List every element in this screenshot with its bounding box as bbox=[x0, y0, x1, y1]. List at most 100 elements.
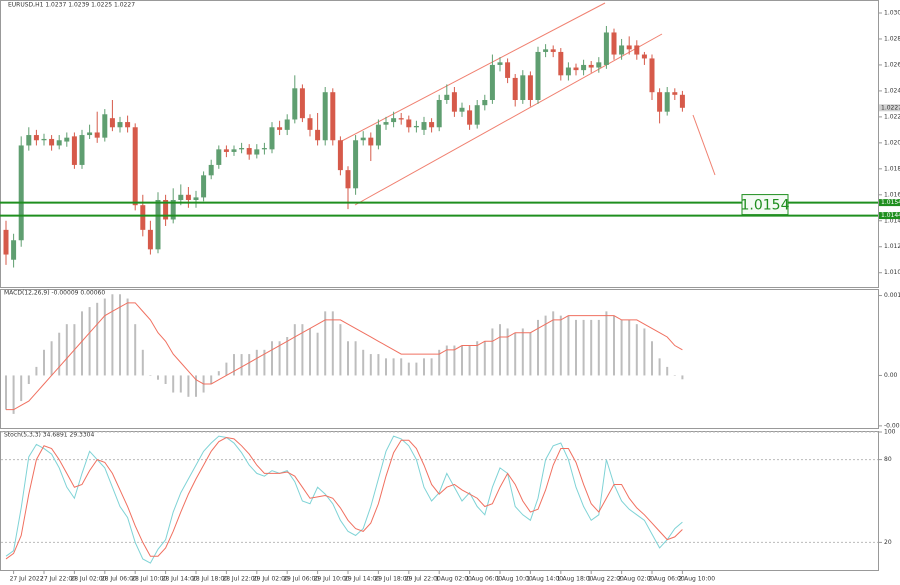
candle-body bbox=[558, 51, 564, 76]
macd-bar bbox=[331, 311, 334, 376]
candle-body bbox=[626, 45, 632, 50]
y-tick-label: 80 bbox=[884, 456, 892, 463]
candle-body bbox=[459, 107, 465, 112]
candle-body bbox=[163, 199, 169, 220]
candle-body bbox=[489, 64, 495, 100]
macd-bar bbox=[552, 311, 555, 376]
candle-body bbox=[140, 205, 146, 230]
candle-body bbox=[672, 92, 678, 95]
macd-bar bbox=[103, 298, 106, 376]
x-tick-label: 28 Jul 06:00 bbox=[101, 576, 137, 583]
y-tick-label: 1.0280 bbox=[884, 35, 900, 42]
main-title: EURUSD,H1 1.0237 1.0239 1.0225 1.0227 bbox=[8, 2, 135, 9]
x-tick-label: 28 Jul 14:00 bbox=[162, 576, 198, 583]
macd-bar bbox=[134, 324, 137, 376]
candle-body bbox=[155, 199, 161, 250]
candle-body bbox=[178, 194, 184, 200]
candle-body bbox=[497, 62, 503, 65]
macd-bar bbox=[301, 324, 304, 376]
macd-bar bbox=[491, 328, 494, 376]
macd-bar bbox=[521, 328, 524, 376]
projection bbox=[692, 114, 716, 176]
macd-signal bbox=[6, 302, 683, 411]
macd-bar bbox=[415, 362, 418, 376]
candle-body bbox=[26, 135, 32, 146]
macd-bar bbox=[43, 349, 45, 376]
macd-bar bbox=[468, 345, 471, 376]
candle-body bbox=[581, 64, 587, 71]
candle-body bbox=[679, 94, 685, 108]
macd-bar bbox=[438, 349, 441, 376]
macd-bar bbox=[597, 319, 600, 376]
candle-body bbox=[664, 92, 670, 112]
candle-body bbox=[512, 77, 518, 100]
y-tick-label: 1.0180 bbox=[884, 165, 900, 172]
candle-body bbox=[102, 114, 108, 138]
x-tick-label: 29 Jul 06:00 bbox=[283, 576, 319, 583]
x-tick-label: 27 Jul 2022 bbox=[10, 576, 44, 583]
macd-bar bbox=[400, 358, 403, 376]
candle-body bbox=[603, 32, 609, 65]
macd-bar bbox=[271, 341, 273, 376]
candle-body bbox=[71, 136, 77, 165]
candle-body bbox=[254, 149, 260, 155]
macd-bar bbox=[347, 341, 349, 376]
macd-bar bbox=[210, 375, 213, 384]
candle-body bbox=[634, 45, 640, 55]
macd-bar bbox=[286, 336, 289, 376]
macd-bar bbox=[643, 328, 646, 376]
x-tick-label: 29 Jul 18:00 bbox=[374, 576, 410, 583]
macd-bar bbox=[514, 332, 517, 376]
annotation-box bbox=[741, 194, 789, 216]
macd-bar bbox=[81, 311, 83, 376]
macd-bar bbox=[339, 324, 342, 376]
macd-bar bbox=[187, 375, 190, 397]
current-label: 1.0227 bbox=[881, 104, 900, 111]
macd-bar bbox=[423, 358, 425, 376]
candle-body bbox=[201, 175, 207, 198]
trend-lines bbox=[337, 2, 716, 206]
candle-body bbox=[353, 140, 359, 189]
macd-bar bbox=[88, 307, 91, 376]
stoch-title: Stoch(5,3,3) 34.6891 29.3304 bbox=[4, 432, 95, 439]
macd-bar bbox=[362, 349, 365, 376]
y-tick-label: 1.0140 bbox=[884, 217, 900, 224]
candle-body bbox=[261, 148, 267, 150]
x-tick-label: 28 Jul 18:00 bbox=[192, 576, 228, 583]
y-tick-label: -0.00118 bbox=[884, 422, 900, 429]
candle-body bbox=[565, 67, 571, 76]
macd-bar bbox=[324, 311, 327, 376]
macd-bar bbox=[233, 354, 235, 376]
candle-body bbox=[109, 118, 115, 128]
candle-body bbox=[147, 229, 153, 250]
macd-bar bbox=[385, 358, 387, 376]
macd-bar bbox=[575, 319, 577, 376]
candle-body bbox=[429, 122, 435, 128]
candle-body bbox=[315, 129, 321, 141]
candle-body bbox=[596, 62, 602, 68]
candle-body bbox=[193, 197, 199, 200]
candle-body bbox=[406, 119, 412, 128]
candle-body bbox=[444, 94, 450, 100]
candle-body bbox=[550, 49, 556, 52]
macd-bar bbox=[35, 366, 38, 376]
macd-bar bbox=[111, 294, 114, 376]
y-tick-label: 0.00 bbox=[884, 372, 898, 379]
candle-body bbox=[18, 145, 24, 241]
candle-body bbox=[185, 194, 191, 200]
y-tick-label: 20 bbox=[884, 539, 892, 546]
macd-bar bbox=[141, 349, 144, 376]
macd-bar bbox=[635, 324, 638, 376]
candle-body bbox=[467, 110, 473, 125]
candle-body bbox=[307, 118, 313, 130]
macd-bar bbox=[225, 362, 228, 376]
macd-bar bbox=[567, 315, 570, 376]
macd-bar bbox=[164, 375, 167, 384]
y-tick-label: 1.0240 bbox=[884, 87, 900, 94]
candle-body bbox=[337, 140, 343, 171]
candle-body bbox=[125, 122, 131, 128]
candle-body bbox=[535, 51, 541, 100]
macd-bar bbox=[12, 375, 15, 414]
x-tick-label: 28 Jul 02:00 bbox=[70, 576, 106, 583]
